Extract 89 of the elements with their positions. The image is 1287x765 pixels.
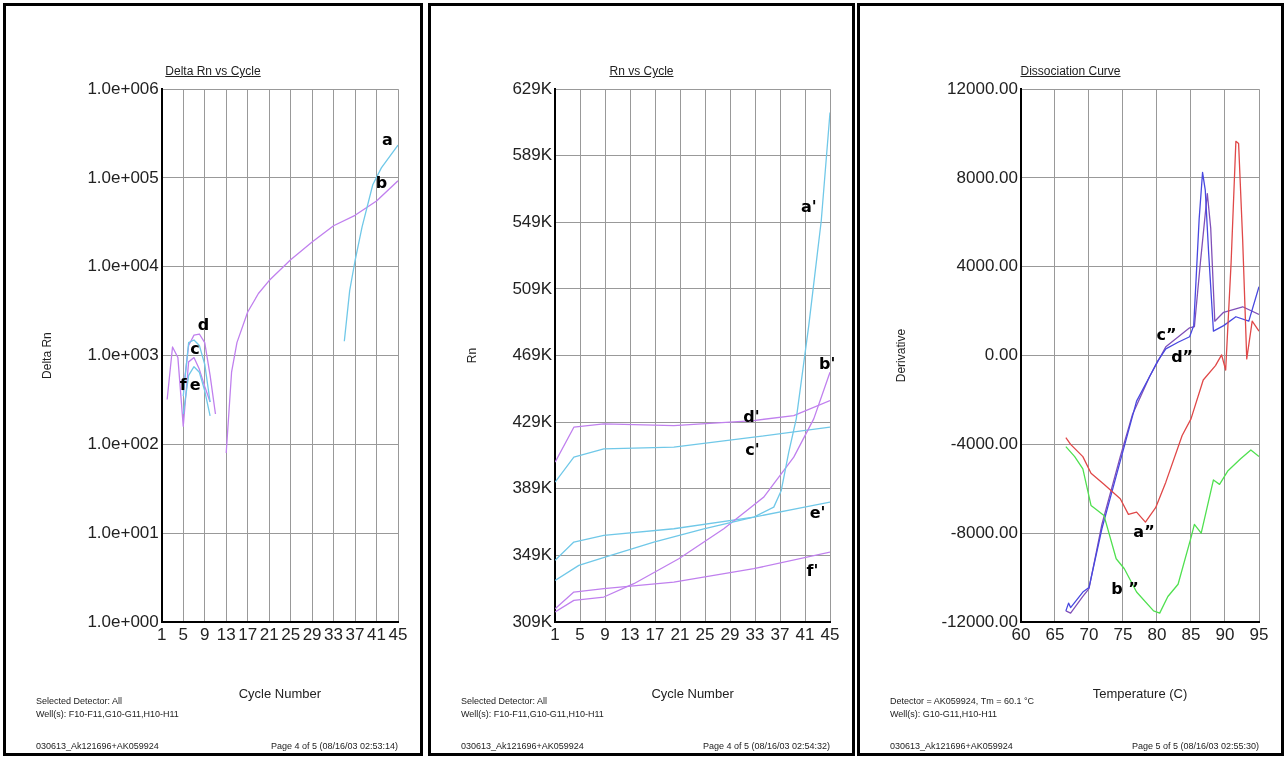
- text: Selected Detector: All: [461, 696, 548, 706]
- series-label: a: [381, 130, 393, 150]
- y-tick-label: 0.00: [984, 345, 1018, 365]
- y-tick-label: 469K: [512, 345, 553, 365]
- series-label: d”: [1171, 346, 1194, 366]
- x-tick-label: 75: [1113, 624, 1133, 644]
- x-tick-label: 85: [1181, 624, 1201, 644]
- x-axis-title: Cycle Number: [651, 685, 735, 701]
- y-tick-label: 309K: [512, 611, 553, 631]
- y-tick-label: 12000.00: [947, 78, 1018, 98]
- x-axis-title: Cycle Number: [238, 685, 322, 701]
- x-tick-label: 17: [238, 624, 258, 644]
- y-tick-label: 429K: [512, 411, 553, 431]
- y-tick-label: 1.0e+001: [87, 522, 159, 542]
- series-label: d': [743, 406, 760, 426]
- y-axis-title: Derivative: [893, 328, 908, 383]
- x-tick-label: 29: [720, 624, 740, 644]
- series-label: c': [745, 439, 760, 459]
- x-tick-label: 9: [199, 624, 210, 644]
- y-tick-label: 389K: [512, 478, 553, 498]
- x-tick-label: 90: [1215, 624, 1235, 644]
- x-tick-label: 41: [795, 624, 815, 644]
- series-label: e': [809, 503, 826, 522]
- series-label: b: [375, 173, 388, 193]
- text: 030613_Ak121696+AK059924: [461, 741, 584, 751]
- y-tick-label: 1.0e+003: [87, 345, 159, 365]
- x-tick-label: 29: [302, 624, 322, 644]
- text: Page 4 of 5 (08/16/03 02:54:32): [702, 741, 830, 751]
- y-axis-title: Rn: [464, 347, 479, 364]
- x-axis-title: Temperature (C): [1092, 685, 1188, 701]
- x-tick-label: 45: [388, 624, 408, 644]
- y-axis-title: Delta Rn: [39, 332, 54, 379]
- x-tick-label: 21: [259, 624, 279, 644]
- y-tick-label: 1.0e+000: [87, 611, 159, 631]
- y-tick-label: 1.0e+006: [87, 78, 159, 98]
- x-tick-label: 95: [1249, 624, 1269, 644]
- y-tick-label: -8000.00: [950, 522, 1018, 542]
- series-label: c”: [1156, 324, 1177, 344]
- y-tick-label: 1.0e+004: [87, 256, 159, 276]
- text: Selected Detector: All: [36, 696, 123, 706]
- y-tick-label: 589K: [512, 145, 553, 165]
- series-label: a': [800, 196, 817, 216]
- text: 030613_Ak121696+AK059924: [890, 741, 1013, 751]
- x-tick-label: 45: [820, 624, 840, 644]
- y-tick-label: 1.0e+002: [87, 434, 159, 454]
- y-tick-label: -4000.00: [950, 434, 1018, 454]
- y-tick-label: 8000.00: [956, 167, 1018, 187]
- text: Detector = AK059924, Tm = 60.1 °C: [890, 696, 1035, 706]
- x-tick-label: 41: [367, 624, 386, 644]
- x-tick-label: 5: [575, 624, 585, 644]
- series-label: a”: [1133, 522, 1155, 542]
- y-tick-label: 629K: [512, 78, 553, 98]
- x-tick-label: 80: [1147, 624, 1167, 644]
- text: Page 4 of 5 (08/16/03 02:53:14): [270, 741, 398, 751]
- x-tick-label: 25: [695, 624, 715, 644]
- x-tick-label: 33: [745, 624, 765, 644]
- x-tick-label: 65: [1045, 624, 1065, 644]
- chart-title: Rn vs Cycle: [608, 64, 675, 78]
- series-label: c: [190, 339, 200, 359]
- y-tick-label: 1.0e+005: [87, 167, 159, 187]
- x-tick-label: 37: [345, 624, 365, 644]
- text: Page 5 of 5 (08/16/03 02:55:30): [1131, 741, 1259, 751]
- chart-title: Delta Rn vs Cycle: [164, 64, 262, 78]
- text: Well(s): F10-F11,G10-G11,H10-H11: [461, 709, 604, 719]
- x-tick-label: 13: [620, 624, 640, 644]
- series-label: b ”: [1111, 579, 1139, 599]
- text: Well(s): G10-G11,H10-H11: [890, 709, 998, 719]
- chart-title: Dissociation Curve: [1019, 64, 1122, 78]
- x-tick-label: 9: [600, 624, 610, 644]
- series-label: f': [806, 561, 819, 581]
- text: Well(s): F10-F11,G10-G11,H10-H11: [36, 709, 179, 719]
- y-tick-label: 549K: [512, 212, 553, 232]
- text: 030613_Ak121696+AK059924: [36, 741, 159, 751]
- series-label: b': [819, 353, 836, 373]
- x-tick-label: 1: [157, 624, 167, 644]
- y-tick-label: 509K: [512, 278, 553, 298]
- y-tick-label: 349K: [512, 545, 553, 565]
- x-tick-label: 17: [645, 624, 665, 644]
- x-tick-label: 25: [281, 624, 301, 644]
- series-label: d: [197, 315, 210, 335]
- y-tick-label: 4000.00: [956, 256, 1018, 276]
- series-label: e: [189, 375, 201, 395]
- x-tick-label: 5: [178, 624, 188, 644]
- x-tick-label: 13: [216, 624, 236, 644]
- series-label: f: [179, 375, 188, 395]
- x-tick-label: 70: [1079, 624, 1099, 644]
- x-tick-label: 37: [770, 624, 790, 644]
- x-tick-label: 21: [670, 624, 690, 644]
- x-tick-label: 33: [324, 624, 344, 644]
